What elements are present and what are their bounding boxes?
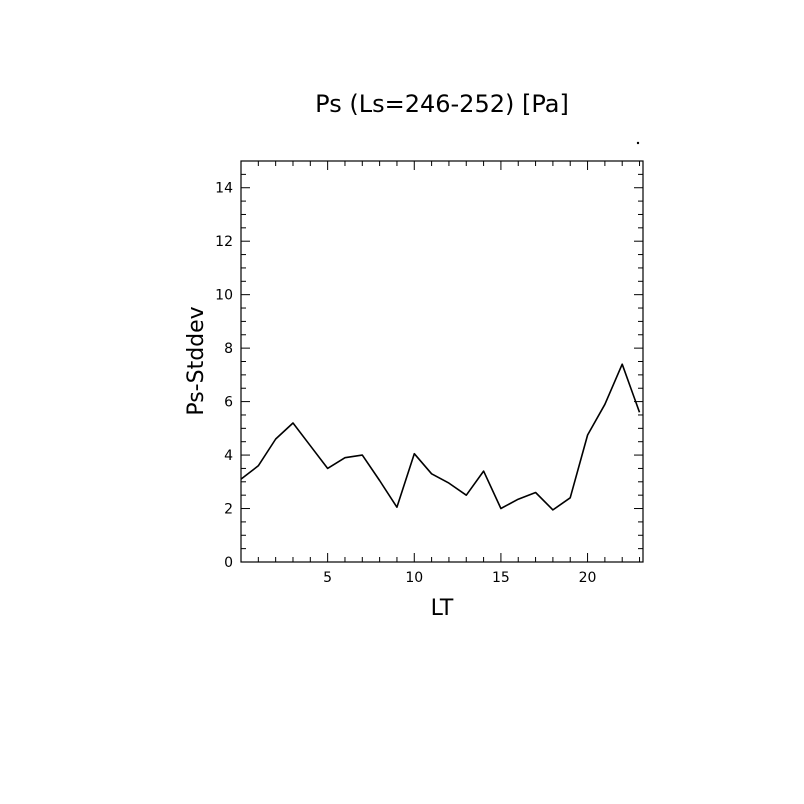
chart-title: Ps (Ls=246-252) [Pa] bbox=[315, 90, 569, 118]
plot-frame bbox=[240, 160, 644, 563]
y-tick-label: 14 bbox=[215, 181, 233, 197]
y-tick-label: 4 bbox=[224, 448, 233, 464]
y-axis-label: Ps-Stddev bbox=[184, 306, 209, 415]
series-line bbox=[240, 363, 641, 511]
axis-ticks bbox=[240, 160, 643, 563]
x-tick-label: 15 bbox=[492, 570, 510, 586]
tick-labels: 5 10 15 20 0 2 4 6 8 10 12 14 bbox=[215, 181, 596, 586]
y-tick-label: 0 bbox=[224, 555, 233, 571]
y-tick-label: 10 bbox=[215, 288, 233, 304]
x-tick-label: 10 bbox=[405, 570, 423, 586]
y-tick-label: 12 bbox=[215, 234, 233, 250]
corner-dot bbox=[636, 141, 640, 145]
x-tick-label: 20 bbox=[579, 570, 597, 586]
y-tick-label: 6 bbox=[224, 395, 233, 411]
x-axis-label: LT bbox=[431, 596, 454, 621]
y-tick-label: 2 bbox=[224, 502, 233, 518]
x-tick-label: 5 bbox=[323, 570, 332, 586]
y-tick-label: 8 bbox=[224, 341, 233, 357]
